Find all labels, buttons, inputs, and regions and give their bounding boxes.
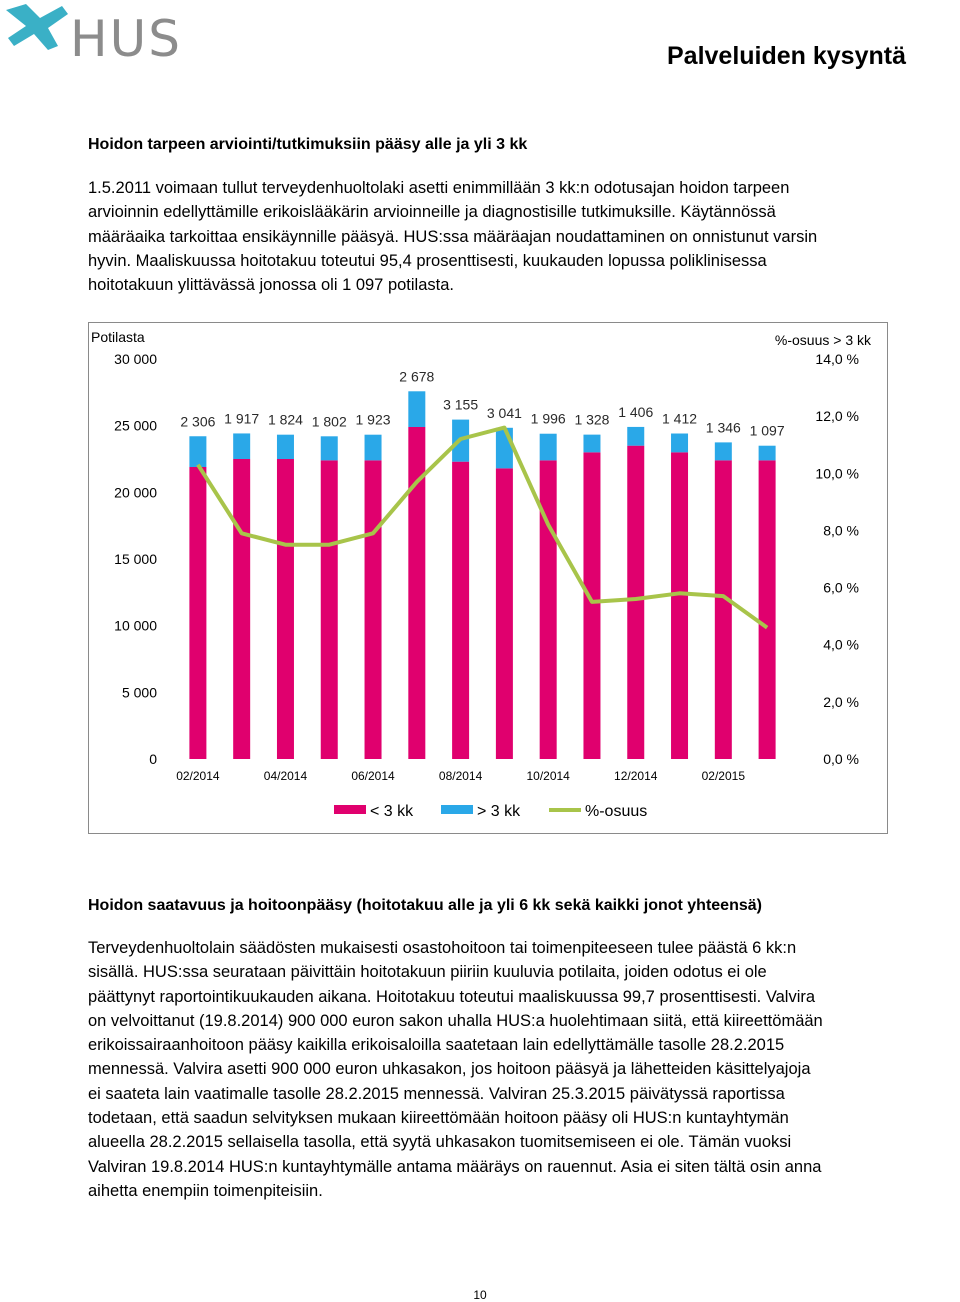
- left-tick-label: 25 000: [114, 418, 157, 434]
- paragraph-line: aihetta enempiin toimenpiteisiin.: [88, 1181, 323, 1200]
- x-tick-label: 02/2015: [702, 769, 746, 783]
- bar-under-3kk: [408, 427, 426, 759]
- data-label: 1 406: [618, 404, 653, 420]
- left-tick-label: 30 000: [114, 351, 157, 367]
- right-tick-label: 10,0 %: [815, 465, 859, 481]
- bar-over-3kk: [276, 434, 294, 459]
- data-label: 2 306: [180, 413, 215, 429]
- bar-under-3kk: [495, 468, 513, 759]
- legend-label: %-osuus: [585, 803, 647, 820]
- x-tick-label: 06/2014: [351, 769, 395, 783]
- paragraph-line: Terveydenhuoltolain säädösten mukaisesti…: [88, 939, 797, 957]
- data-label: 1 412: [662, 411, 697, 427]
- x-tick-label: 10/2014: [526, 769, 570, 783]
- bar-over-3kk: [758, 445, 776, 461]
- x-tick-label: 08/2014: [439, 769, 483, 783]
- x-tick-label: 04/2014: [264, 769, 308, 783]
- page-number: 10: [473, 1288, 487, 1302]
- legend-swatch-under-3kk: [334, 805, 366, 814]
- bar-over-3kk: [233, 433, 251, 459]
- bar-over-3kk: [539, 433, 557, 461]
- bar-under-3kk: [758, 460, 776, 759]
- paragraph-line: hyvin. Maaliskuussa hoitotakuu toteutui …: [88, 251, 767, 270]
- bar-over-3kk: [320, 436, 338, 461]
- left-axis-label: Potilasta: [91, 329, 145, 345]
- share-line: [196, 425, 769, 630]
- data-label: 1 802: [312, 413, 347, 429]
- paragraph-line: 1.5.2011 voimaan tullut terveydenhuoltol…: [88, 179, 790, 197]
- legend-swatch-over-3kk: [441, 805, 473, 814]
- bar-under-3kk: [627, 445, 645, 759]
- data-label: 1 346: [706, 419, 741, 435]
- bar-over-3kk: [714, 442, 732, 461]
- paragraph-line: hoitotakuun ylittävässä jonossa oli 1 09…: [88, 276, 454, 295]
- bar-over-3kk: [627, 426, 645, 446]
- data-label: 1 328: [574, 412, 609, 428]
- paragraph-line: päättynyt raportointikuukauden aikana. H…: [88, 987, 816, 1006]
- legend-label: < 3 kk: [370, 803, 414, 820]
- x-tick-label: 12/2014: [614, 769, 658, 783]
- data-label: 1 824: [268, 412, 303, 428]
- bar-under-3kk: [189, 467, 207, 759]
- paragraph-line: Valviran 19.8.2014 HUS:n kuntayhtymälle …: [88, 1157, 822, 1176]
- x-tick-label: 02/2014: [176, 769, 220, 783]
- left-tick-label: 15 000: [114, 551, 157, 567]
- chart: Potilasta %-osuus > 3 kk 0 5 000 10 000 15 …: [91, 329, 872, 820]
- data-label: 1 996: [531, 411, 566, 427]
- paragraph-line: on velvoittanut (19.8.2014) 900 000 euro…: [88, 1011, 823, 1030]
- section2-heading: Hoidon saatavuus ja hoitoonpääsy (hoitot…: [88, 897, 762, 914]
- legend: < 3 kk > 3 kk %-osuus: [334, 803, 647, 820]
- paragraph-line: todetaan, että saadun selvityksen mukaan…: [88, 1109, 789, 1128]
- section2-paragraph: Terveydenhuoltolain säädösten mukaisesti…: [88, 936, 888, 1203]
- bar-over-3kk: [189, 436, 207, 467]
- right-tick-label: 4,0 %: [823, 637, 859, 653]
- paragraph-line: sisällä. HUS:ssa seurataan päivittäin ho…: [88, 963, 767, 982]
- logo-mark-icon: [6, 4, 68, 50]
- right-tick-label: 0,0 %: [823, 751, 859, 767]
- bar-over-3kk: [495, 427, 513, 469]
- data-label: 3 041: [487, 405, 522, 421]
- section1-paragraph: 1.5.2011 voimaan tullut terveydenhuoltol…: [88, 176, 888, 297]
- bar-over-3kk: [364, 434, 382, 461]
- legend-label: > 3 kk: [477, 803, 521, 820]
- bar-over-3kk: [408, 391, 426, 427]
- bar-under-3kk: [452, 461, 470, 759]
- bar-under-3kk: [320, 460, 338, 759]
- paragraph-line: arvioinnin edellyttämille erikoislääkäri…: [88, 203, 776, 222]
- bar-under-3kk: [583, 452, 601, 759]
- data-label: 1 923: [356, 412, 391, 428]
- bar-under-3kk: [233, 459, 251, 759]
- bar-under-3kk: [276, 459, 294, 759]
- data-label: 1 917: [224, 410, 259, 426]
- bar-over-3kk: [671, 433, 689, 453]
- bar-under-3kk: [364, 460, 382, 759]
- left-tick-label: 5 000: [122, 684, 157, 700]
- left-tick-label: 20 000: [114, 484, 157, 500]
- paragraph-line: alueella 28.2.2015 sellaisella tasolla, …: [88, 1133, 792, 1152]
- right-tick-label: 6,0 %: [823, 580, 859, 596]
- bar-under-3kk: [714, 460, 732, 759]
- paragraph-line: ei saateta lain vaatimalle tasolle 28.2.…: [88, 1084, 785, 1103]
- bar-under-3kk: [539, 460, 557, 759]
- left-tick-label: 10 000: [114, 618, 157, 634]
- page-title: Palveluiden kysyntä: [666, 42, 906, 70]
- paragraph-line: määräaika tarkoittaa ensikäynnille pääsy…: [88, 227, 818, 246]
- right-tick-label: 12,0 %: [815, 408, 859, 424]
- paragraph-line: erikoissairaanhoitoon pääsy kaikilla eri…: [88, 1036, 785, 1055]
- bar-under-3kk: [671, 452, 689, 759]
- right-axis-label: %-osuus > 3 kk: [775, 332, 872, 348]
- right-tick-label: 2,0 %: [823, 694, 859, 710]
- bar-over-3kk: [583, 434, 601, 453]
- logo-text: HUS: [70, 10, 182, 68]
- left-tick-label: 0: [149, 751, 157, 767]
- right-tick-label: 8,0 %: [823, 522, 859, 538]
- data-label: 1 097: [750, 423, 785, 439]
- hus-logo: HUS: [0, 0, 200, 75]
- paragraph-line: mennessä. Valvira asetti 900 000 euron u…: [88, 1060, 811, 1079]
- chart-container: Potilasta %-osuus > 3 kk 0 5 000 10 000 15 …: [88, 322, 888, 834]
- data-label: 2 678: [399, 368, 434, 384]
- right-tick-label: 14,0 %: [815, 351, 859, 367]
- data-label: 3 155: [443, 397, 478, 413]
- section1-heading: Hoidon tarpeen arviointi/tutkimuksiin pä…: [88, 136, 528, 153]
